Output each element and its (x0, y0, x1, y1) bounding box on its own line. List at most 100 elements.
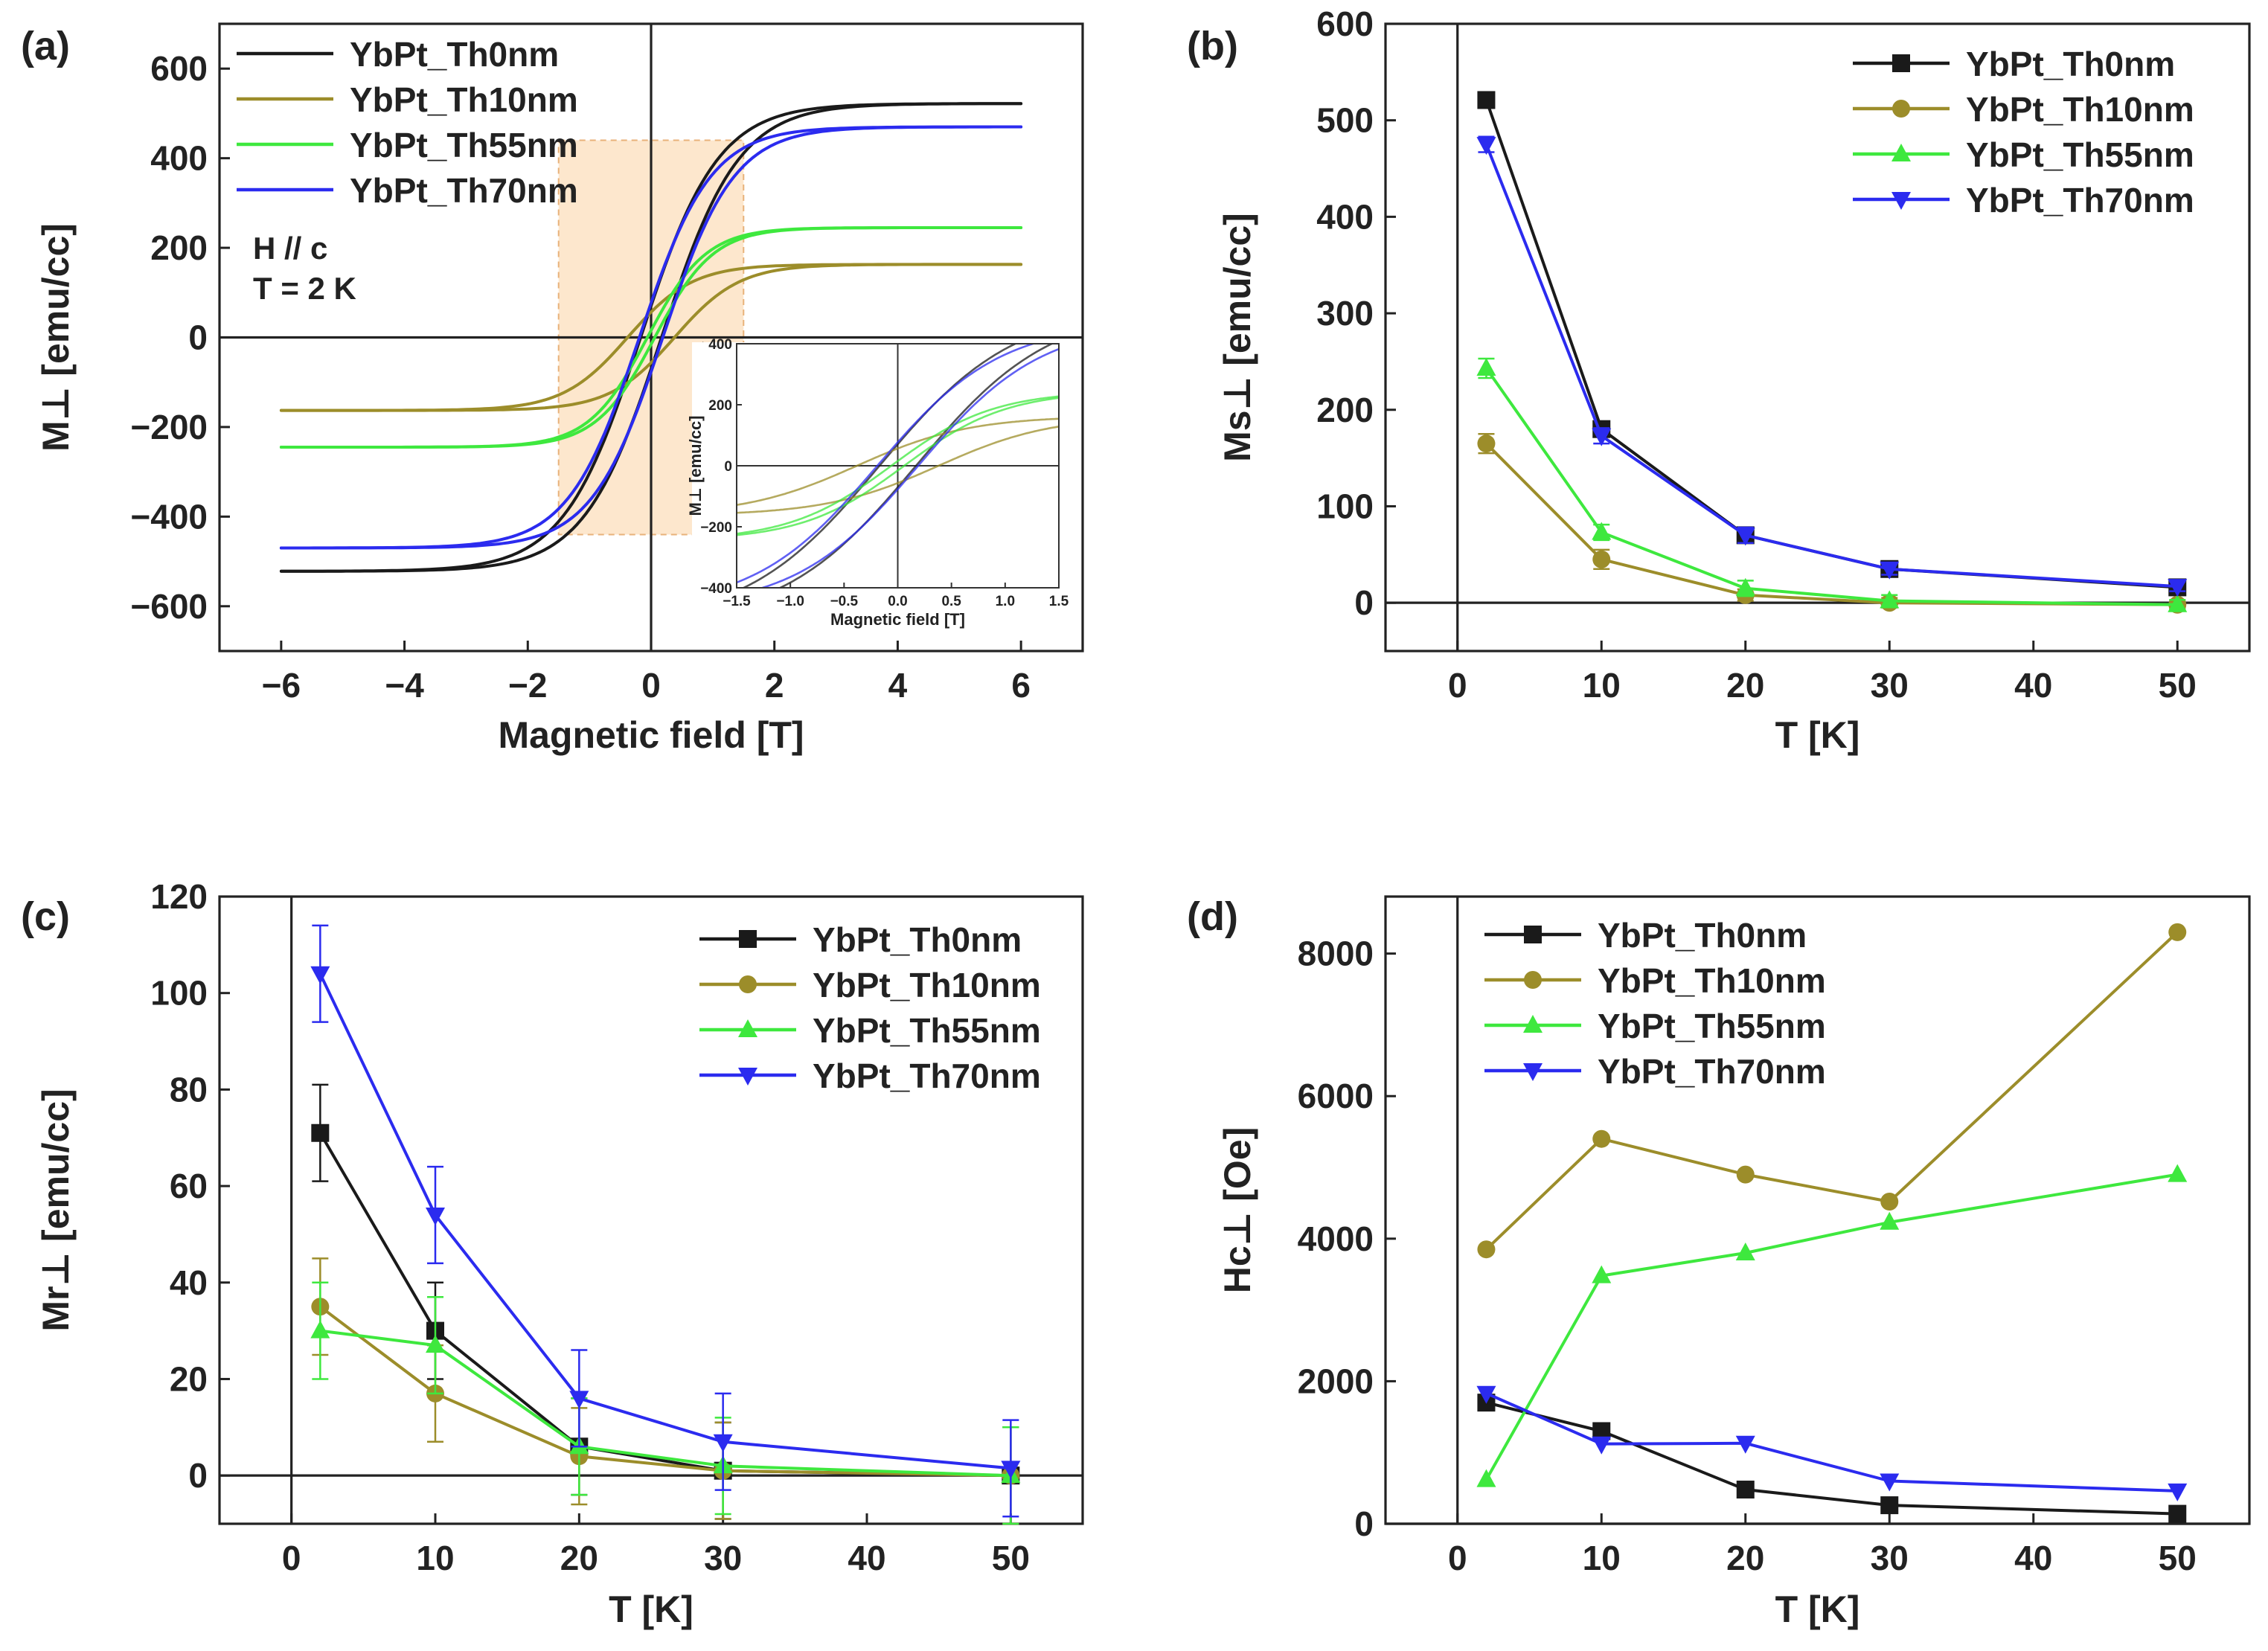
y-tick-label: 0 (188, 1456, 208, 1495)
x-tick-label: 6 (1011, 666, 1031, 705)
panel-label: (d) (1187, 894, 1238, 939)
x-tick-label: 10 (1583, 666, 1621, 705)
x-tick-label: 0 (641, 666, 661, 705)
panel-d: 0 10 20 30 40 50 0 2000 4000 6000 8000 (d) T [K] Hc⊥ … (1187, 894, 2251, 1630)
data-point-circle (1592, 550, 1611, 568)
data-point-triangle-up (1880, 590, 1900, 609)
y-tick-label: −200 (130, 408, 208, 446)
legend-label: YbPt_Th70nm (1966, 181, 2194, 219)
x-tick-label: 40 (2014, 666, 2052, 705)
y-tick-label: 200 (150, 228, 208, 267)
legend-label: YbPt_Th55nm (350, 126, 578, 164)
y-tick-label: 400 (1316, 197, 1374, 236)
series-line (1484, 1391, 2179, 1493)
inset-branch-ascending (737, 426, 1059, 514)
x-axis-label: T [K] (1775, 1589, 1860, 1630)
inset-branch-descending (741, 344, 1018, 588)
y-axis-label: Hc⊥ [Oe] (1217, 1127, 1258, 1294)
data-point-square (311, 1123, 330, 1142)
data-point-triangle-up (1592, 1265, 1612, 1283)
x-tick-label: 0 (1448, 666, 1467, 705)
legend-label: YbPt_Th70nm (1598, 1052, 1826, 1091)
data-point-triangle-down (1735, 1435, 1755, 1454)
legend-label: YbPt_Th0nm (813, 920, 1022, 959)
x-tick-label: 10 (416, 1539, 454, 1577)
series-line (1484, 1173, 2179, 1481)
hysteresis-branch-descending (279, 226, 1023, 449)
y-tick-label: 600 (150, 49, 208, 88)
legend-label: YbPt_Th0nm (350, 35, 559, 74)
plot-frame (1384, 22, 2251, 653)
legend-label: YbPt_Th10nm (813, 966, 1041, 1004)
data-point-triangle-down (713, 1434, 733, 1452)
x-tick-label: 2 (765, 666, 784, 705)
x-tick-label: 0 (282, 1539, 301, 1577)
data-point-triangle-down (1880, 1473, 1900, 1492)
y-tick-label: 4000 (1298, 1219, 1374, 1258)
data-point-triangle-down (1891, 192, 1911, 210)
inset-x-tick-label: 1.0 (996, 594, 1015, 609)
x-axis-label: T [K] (1775, 714, 1860, 756)
data-point-triangle-down (310, 966, 330, 984)
series-line (318, 1305, 1013, 1478)
data-point-square (1892, 54, 1910, 72)
y-tick-label: 40 (170, 1263, 208, 1302)
legend-label: YbPt_Th10nm (350, 80, 578, 119)
inset-x-tick-label: 0.0 (888, 594, 907, 609)
legend-label: YbPt_Th0nm (1966, 45, 2175, 83)
y-tick-label: 8000 (1298, 935, 1374, 973)
inset-plot: −1.5 −1.0 −0.5 0.0 0.5 1.0 1.5 −400 −200 0 200 400 M… (686, 337, 1069, 638)
x-tick-label: 40 (2014, 1539, 2052, 1577)
y-tick-label: 120 (150, 877, 208, 916)
data-point-triangle-down (1592, 1436, 1612, 1455)
x-tick-label: −2 (508, 666, 547, 705)
panel-label: (c) (21, 894, 70, 939)
x-axis-label: Magnetic field [T] (498, 714, 804, 756)
y-tick-label: 100 (150, 974, 208, 1013)
annotation-temperature: T = 2 K (253, 271, 356, 306)
data-point-triangle-down (1592, 428, 1612, 446)
inset-branch-ascending (737, 397, 1059, 536)
legend-label: YbPt_Th10nm (1598, 961, 1826, 1000)
legend-label: YbPt_Th55nm (813, 1011, 1041, 1050)
data-point-circle (1477, 1240, 1496, 1259)
legend-label: YbPt_Th0nm (1598, 916, 1807, 955)
inset-x-tick-label: 1.5 (1049, 594, 1069, 609)
data-point-triangle-down (426, 1207, 445, 1225)
x-tick-label: 30 (1871, 666, 1909, 705)
y-tick-label: 0 (1354, 1504, 1374, 1543)
x-tick-label: 30 (704, 1539, 742, 1577)
y-axis-label: Mr⊥ [emu/cc] (35, 1089, 77, 1331)
data-point-circle (1592, 1129, 1611, 1148)
legend-label: YbPt_Th55nm (1598, 1007, 1826, 1045)
x-axis-label: T [K] (609, 1589, 693, 1630)
inset-x-tick-label: 0.5 (941, 594, 961, 609)
data-point-square (1736, 1481, 1755, 1499)
data-point-triangle-down (1476, 1385, 1496, 1404)
y-tick-label: 100 (1316, 487, 1374, 525)
y-tick-label: 0 (188, 318, 208, 357)
y-tick-label: 400 (150, 139, 208, 178)
panel-c: 0 10 20 30 40 50 0 20 40 60 80 100 120 (c) T [K] Mr⊥ [e… (21, 877, 1084, 1630)
y-axis-label: M⊥ [emu/cc] (35, 223, 77, 452)
data-point-triangle-up (2168, 1164, 2188, 1182)
data-point-triangle-up (1476, 358, 1496, 376)
inset-y-axis-label: M⊥ [emu/cc] (686, 415, 705, 516)
data-point-triangle-up (1476, 1469, 1496, 1487)
y-tick-label: 2000 (1298, 1362, 1374, 1400)
y-tick-label: 6000 (1298, 1077, 1374, 1115)
data-point-triangle-down (2168, 579, 2188, 597)
inset-x-tick-label: −1.0 (776, 594, 804, 609)
series-line (1484, 1401, 2179, 1516)
annotation-field-direction: H // c (253, 231, 327, 266)
inset-y-tick-label: −200 (700, 520, 732, 536)
inset-y-tick-label: 400 (708, 337, 732, 353)
y-tick-label: 300 (1316, 294, 1374, 333)
data-point-triangle-up (1880, 1211, 1900, 1230)
inset-branch-descending (737, 417, 1059, 506)
legend-label: YbPt_Th70nm (813, 1057, 1041, 1095)
y-tick-label: −400 (130, 497, 208, 536)
data-point-triangle-up (1592, 522, 1612, 540)
x-tick-label: 50 (2159, 1539, 2197, 1577)
